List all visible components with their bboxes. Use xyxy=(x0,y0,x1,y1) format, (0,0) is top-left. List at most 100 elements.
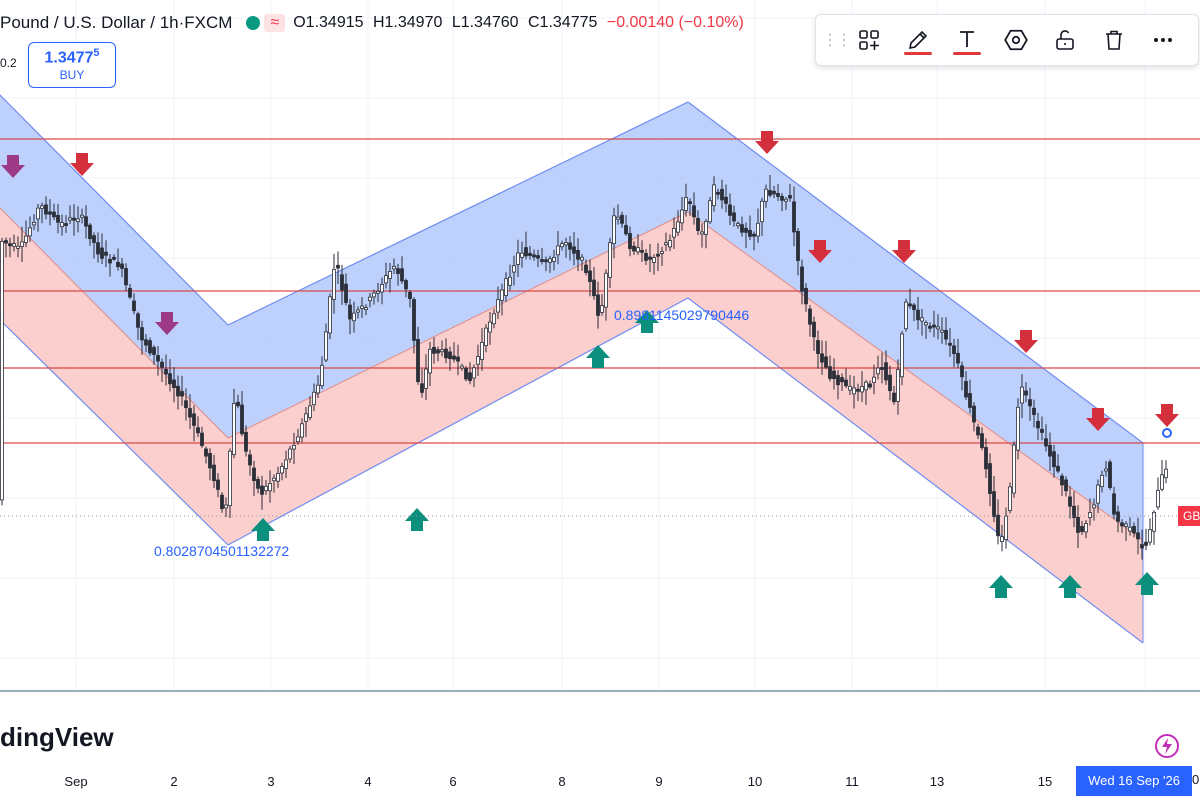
candle-body-up xyxy=(684,197,688,211)
buy-signal-arrow xyxy=(405,508,429,531)
candle-body-down xyxy=(336,264,340,269)
candle-body-down xyxy=(416,339,420,383)
candle-body-down xyxy=(1140,544,1144,549)
candle-body-down xyxy=(856,388,860,392)
candle-body-down xyxy=(1072,505,1076,518)
time-tick: 9 xyxy=(655,774,663,789)
candle-body-down xyxy=(136,313,140,328)
candle-body-up xyxy=(80,214,84,218)
candle-body-up xyxy=(664,242,668,246)
tradingview-watermark: dingView xyxy=(0,722,114,752)
candle-body-down xyxy=(776,193,780,197)
candle-body-down xyxy=(568,242,572,250)
candle-body-down xyxy=(972,405,976,423)
candle-body-down xyxy=(172,379,176,389)
candle-body-down xyxy=(236,401,240,407)
candle-body-up xyxy=(548,258,552,263)
candle-body-down xyxy=(448,351,452,359)
sell-signal-arrow xyxy=(1,155,25,178)
candle-body-down xyxy=(932,324,936,328)
candle-body-down xyxy=(396,268,400,274)
candle-body-down xyxy=(140,327,144,341)
candle-body-down xyxy=(456,356,460,362)
candle-body-down xyxy=(128,287,132,298)
timeframe-label[interactable]: 1h xyxy=(159,13,179,32)
candle-body-down xyxy=(696,218,700,231)
indicator-button[interactable] xyxy=(1152,731,1182,761)
candle-body-down xyxy=(804,287,808,305)
candle-body-up xyxy=(580,256,584,261)
symbol-name[interactable]: Pound / U.S. Dollar xyxy=(0,13,146,32)
candle-body-down xyxy=(1120,522,1124,527)
candle-body-down xyxy=(100,247,104,259)
candle-body-up xyxy=(1156,489,1160,508)
candle-body-up xyxy=(864,381,868,391)
pencil-button[interactable] xyxy=(898,20,938,60)
candle-body-down xyxy=(216,479,220,490)
candle-body-down xyxy=(968,393,972,408)
candle-body-down xyxy=(956,352,960,364)
settings-button[interactable] xyxy=(996,20,1036,60)
channel-bottom-line xyxy=(0,319,229,546)
candle-body-down xyxy=(536,255,540,259)
candle-body-down xyxy=(420,383,424,393)
candle-body-down xyxy=(540,259,544,262)
candle-body-down xyxy=(960,365,964,378)
candle-body-up xyxy=(700,231,704,235)
candle-body-up xyxy=(360,305,364,309)
candle-body-down xyxy=(812,321,816,338)
ohlc-open: O1.34915 xyxy=(293,14,364,31)
lock-button[interactable] xyxy=(1045,20,1085,60)
buy-signal-arrow xyxy=(1135,572,1159,595)
candle-body-down xyxy=(1112,493,1116,515)
text-button[interactable] xyxy=(947,20,987,60)
candle-body-up xyxy=(936,326,940,330)
candle-body-up xyxy=(324,331,328,361)
market-status-icon[interactable] xyxy=(246,16,261,30)
candle-body-up xyxy=(860,386,864,393)
buy-button[interactable]: 1.34775 BUY xyxy=(28,42,116,88)
candle-body-down xyxy=(404,280,408,290)
layout-button[interactable] xyxy=(849,20,889,60)
candle-body-up xyxy=(292,444,296,450)
candle-body-down xyxy=(248,454,252,466)
candle-body-down xyxy=(640,249,644,253)
sell-signal-arrow xyxy=(1014,330,1038,353)
fib-low-label: 0.8028704501132272 xyxy=(154,543,289,559)
delete-button[interactable] xyxy=(1094,20,1134,60)
time-tick: 8 xyxy=(558,774,566,789)
candle-body-up xyxy=(604,272,608,308)
candle-body-down xyxy=(620,214,624,224)
candle-body-down xyxy=(888,374,892,392)
candle-body-down xyxy=(188,408,192,418)
crosshair-time-label: Wed 16 Sep '26 xyxy=(1076,766,1192,796)
candle-body-down xyxy=(908,303,912,307)
sell-signal-arrow xyxy=(755,131,779,154)
time-axis[interactable]: Sep 2 3 4 6 8 9 10 11 13 15 xyxy=(0,766,1200,800)
time-tick: 4 xyxy=(364,774,372,789)
candle-body-down xyxy=(64,223,68,226)
drag-handle-icon[interactable]: ⋮⋮ xyxy=(822,32,852,49)
time-tick: 6 xyxy=(449,774,457,789)
channel-upper-band xyxy=(688,102,1143,540)
candle-body-up xyxy=(704,221,708,235)
candle-body-down xyxy=(240,404,244,435)
candle-body-up xyxy=(1000,536,1004,542)
approx-badge[interactable]: ≈ xyxy=(264,14,286,32)
candle-body-up xyxy=(1160,474,1164,490)
more-button[interactable] xyxy=(1143,20,1183,60)
candle-body-down xyxy=(632,245,636,252)
candle-body-down xyxy=(116,261,120,268)
trash-icon xyxy=(1106,30,1122,50)
candle-body-down xyxy=(1056,465,1060,472)
candle-body-down xyxy=(256,479,260,489)
candle-body-up xyxy=(428,348,432,374)
signal-arrows xyxy=(1,131,1179,598)
candle-body-down xyxy=(452,355,456,360)
candle-body-up xyxy=(484,327,488,347)
candle-body-up xyxy=(1104,468,1108,472)
candle-body-down xyxy=(196,427,200,434)
channel-mid-line xyxy=(687,211,1144,541)
candle-body-down xyxy=(824,356,828,368)
